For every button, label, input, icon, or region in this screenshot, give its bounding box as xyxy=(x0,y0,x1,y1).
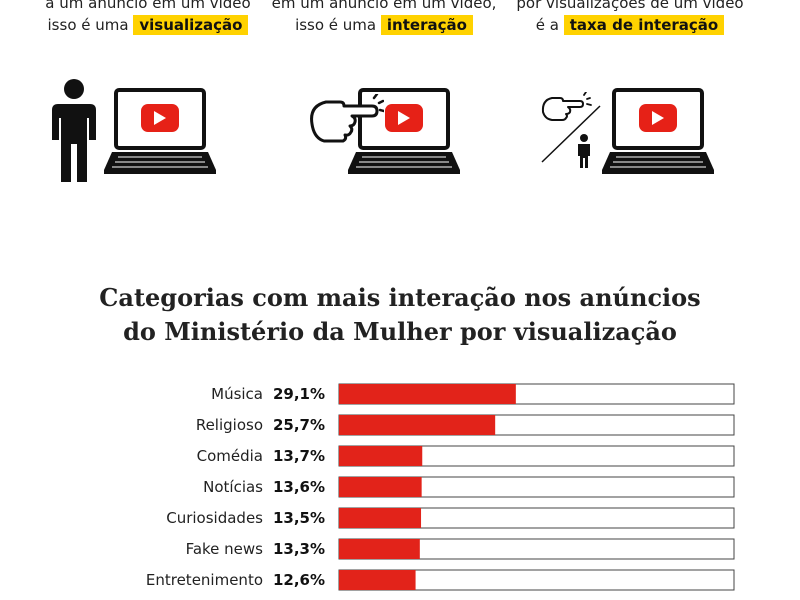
intro-rate-line1: por visualizações de um vídeo xyxy=(516,0,744,12)
bar xyxy=(339,477,422,497)
highlight-interacao: interação xyxy=(380,15,473,35)
small-person-icon xyxy=(578,134,590,168)
intro-view: a um anúncio em um vídeo isso é uma visu… xyxy=(18,0,278,36)
laptop-youtube-icon xyxy=(602,88,714,174)
category-label: Entretenimento xyxy=(146,571,263,589)
pointing-hand-icon xyxy=(310,94,384,143)
intro-rate-prefix: é a xyxy=(535,16,559,34)
category-label: Curiosidades xyxy=(166,509,263,527)
bar xyxy=(339,508,422,528)
category-label: Notícias xyxy=(203,478,263,496)
highlight-visualizacao: visualização xyxy=(133,15,249,35)
category-label: Fake news xyxy=(186,540,264,558)
bar-row: Curiosidades 13,5% xyxy=(166,507,735,529)
value-label: 13,7% xyxy=(273,447,325,465)
value-label: 13,6% xyxy=(273,478,325,496)
intro-view-prefix: isso é uma xyxy=(47,16,129,34)
bar-row: Fake news 13,3% xyxy=(186,538,735,560)
bar-row: Entretenimento 12,6% xyxy=(146,569,735,591)
bar-row: Notícias 13,6% xyxy=(203,476,735,498)
laptop-youtube-icon xyxy=(104,88,216,174)
intro-interaction: em um anúncio em um vídeo, isso é uma in… xyxy=(254,0,514,36)
category-label: Religioso xyxy=(196,416,263,434)
intro-view-line1: a um anúncio em um vídeo xyxy=(45,0,251,12)
category-label: Comédia xyxy=(197,447,263,465)
intro-rate: por visualizações de um vídeo é a taxa d… xyxy=(500,0,760,36)
bar xyxy=(339,415,496,435)
chart-title: Categorias com mais interação nos anúnci… xyxy=(0,281,800,349)
bar-row: Religioso 25,7% xyxy=(196,414,735,436)
bar xyxy=(339,539,420,559)
bar-row: Música 29,1% xyxy=(211,383,735,405)
intro-rate-line2: é a taxa de interação xyxy=(500,14,760,36)
value-label: 29,1% xyxy=(273,385,325,403)
intro-interaction-line1: em um anúncio em um vídeo, xyxy=(271,0,497,12)
value-label: 13,5% xyxy=(273,509,325,527)
intro-interaction-prefix: isso é uma xyxy=(295,16,377,34)
category-label: Música xyxy=(211,385,263,403)
small-hand-icon xyxy=(541,97,584,121)
person-icon xyxy=(52,79,96,182)
value-label: 25,7% xyxy=(273,416,325,434)
bar-row: Comédia 13,7% xyxy=(197,445,735,467)
bar xyxy=(339,446,423,466)
chart-title-line2: do Ministério da Mulher por visualização xyxy=(123,317,677,346)
intro-view-line2: isso é uma visualização xyxy=(18,14,278,36)
bar xyxy=(339,384,516,404)
laptop-youtube-icon xyxy=(348,88,460,174)
intro-interaction-line2: isso é uma interação xyxy=(254,14,514,36)
chart-title-line1: Categorias com mais interação nos anúnci… xyxy=(99,283,701,312)
highlight-taxa-de-interacao: taxa de interação xyxy=(563,15,725,35)
value-label: 13,3% xyxy=(273,540,325,558)
value-label: 12,6% xyxy=(273,571,325,589)
bar xyxy=(339,570,416,590)
fraction-icon xyxy=(541,92,601,168)
